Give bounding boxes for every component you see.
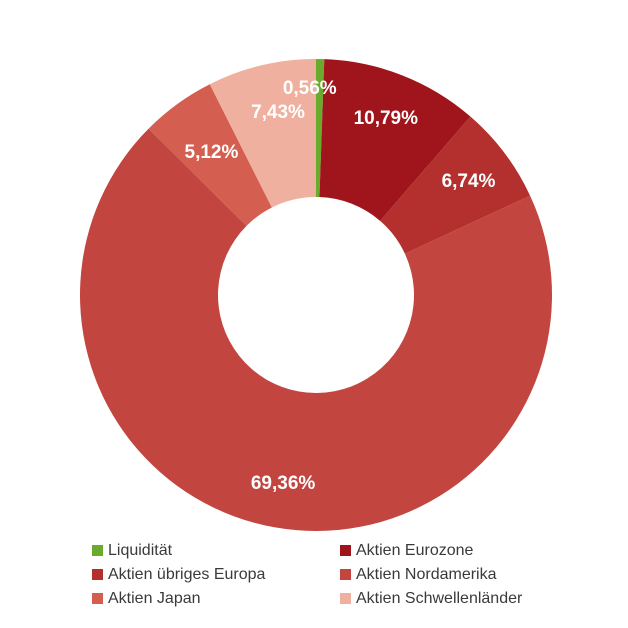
legend-item-aktien-schwellenlaender: Aktien Schwellenländer [340, 588, 572, 609]
slice-value-label: 69,36% [251, 473, 316, 494]
slice-3 [80, 128, 553, 531]
legend-item-aktien-japan: Aktien Japan [92, 588, 340, 609]
slice-value-label: 0,56% [283, 78, 337, 99]
legend-item-liquiditaet: Liquidität [92, 540, 340, 561]
slice-value-label: 7,43% [251, 102, 305, 123]
legend-label: Aktien Schwellenländer [356, 589, 523, 607]
legend-label: Aktien Japan [108, 589, 201, 607]
legend-item-aktien-eurozone: Aktien Eurozone [340, 540, 572, 561]
legend-item-aktien-nordamerika: Aktien Nordamerika [340, 564, 572, 585]
slice-value-label: 10,79% [354, 108, 419, 129]
legend: Liquidität Aktien Eurozone Aktien übrige… [92, 540, 572, 609]
slice-value-label: 5,12% [185, 142, 239, 163]
legend-label: Liquidität [108, 541, 173, 559]
slice-2 [380, 116, 531, 254]
legend-swatch [92, 569, 103, 580]
slice-4 [148, 84, 272, 226]
legend-swatch [340, 545, 351, 556]
legend-label: Aktien Eurozone [356, 541, 474, 559]
legend-swatch [92, 545, 103, 556]
legend-label: Aktien Nordamerika [356, 565, 497, 583]
legend-item-aktien-uebriges-europa: Aktien übriges Europa [92, 564, 340, 585]
legend-swatch [340, 569, 351, 580]
slice-0 [316, 59, 325, 198]
slice-value-label: 6,74% [442, 171, 496, 192]
slice-5 [209, 59, 316, 208]
slice-1 [319, 59, 471, 221]
legend-label: Aktien übriges Europa [108, 565, 266, 583]
legend-swatch [92, 593, 103, 604]
legend-swatch [340, 593, 351, 604]
